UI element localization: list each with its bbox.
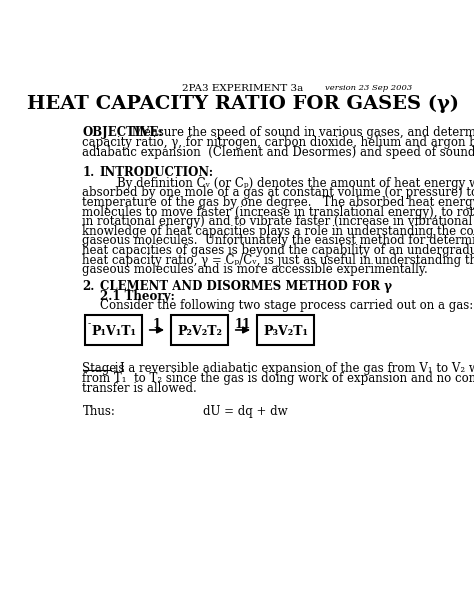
Text: P₁V₁T₁: P₁V₁T₁ (91, 325, 136, 338)
Text: 2PA3 EXPERIMENT 3a: 2PA3 EXPERIMENT 3a (182, 85, 303, 93)
Text: OBJECTIVE:: OBJECTIVE: (82, 126, 164, 139)
Text: knowledge of heat capacities plays a role in understanding the complexity of: knowledge of heat capacities plays a rol… (82, 225, 474, 238)
Text: INTRODUCTION:: INTRODUCTION: (100, 166, 214, 179)
Text: Consider the following two stage process carried out on a gas:: Consider the following two stage process… (100, 299, 473, 312)
Text: is a reversible adiabatic expansion of the gas from V₁ to V₂ with cooling: is a reversible adiabatic expansion of t… (111, 362, 474, 375)
Text: capacity ratio, γ, for nitrogen, carbon dioxide, helium and argon by both the: capacity ratio, γ, for nitrogen, carbon … (82, 136, 474, 149)
Text: Measure the speed of sound in various gases, and determine the heat: Measure the speed of sound in various ga… (128, 126, 474, 139)
FancyBboxPatch shape (257, 314, 314, 345)
Text: molecules to move faster (increase in translational energy), to rotate faster (i: molecules to move faster (increase in tr… (82, 205, 474, 219)
Text: absorbed by one mole of a gas at constant volume (or pressure) to raise the: absorbed by one mole of a gas at constan… (82, 186, 474, 199)
Text: version 23 Sep 2003: version 23 Sep 2003 (325, 85, 412, 93)
FancyBboxPatch shape (85, 314, 142, 345)
Text: from T₁  to T₂ since the gas is doing work of expansion and no compensating heat: from T₁ to T₂ since the gas is doing wor… (82, 372, 474, 386)
Text: adiabatic expansion  (Clement and Desormes) and speed of sound methods.: adiabatic expansion (Clement and Desorme… (82, 146, 474, 159)
Text: By definition Cᵥ (or Cₚ) denotes the amount of heat energy which must be: By definition Cᵥ (or Cₚ) denotes the amo… (118, 177, 474, 190)
Text: 11: 11 (235, 318, 251, 332)
Text: -: - (88, 319, 91, 328)
Text: HEAT CAPACITY RATIO FOR GASES (γ): HEAT CAPACITY RATIO FOR GASES (γ) (27, 95, 459, 113)
Text: gaseous molecules.  Unfortunately the easiest method for determining the individ: gaseous molecules. Unfortunately the eas… (82, 235, 474, 248)
Text: temperature of the gas by one degree.   The absorbed heat energy causes the: temperature of the gas by one degree. Th… (82, 196, 474, 209)
Text: Thus:: Thus: (82, 405, 115, 417)
Text: transfer is allowed.: transfer is allowed. (82, 383, 197, 395)
Text: 2.1 Theory:: 2.1 Theory: (100, 290, 174, 303)
Text: 2.: 2. (82, 280, 95, 293)
Text: heat capacities of gases is beyond the capability of an undergraduate laboratory: heat capacities of gases is beyond the c… (82, 244, 474, 257)
Text: P₂V₂T₂: P₂V₂T₂ (177, 325, 222, 338)
Text: 1: 1 (153, 318, 161, 332)
Text: CLEMENT AND DISORMES METHOD FOR γ: CLEMENT AND DISORMES METHOD FOR γ (100, 280, 392, 293)
Text: dU = dq + dw: dU = dq + dw (202, 405, 287, 417)
FancyBboxPatch shape (171, 314, 228, 345)
Text: Stage I: Stage I (82, 362, 125, 375)
Text: gaseous molecules and is more accessible experimentally.: gaseous molecules and is more accessible… (82, 264, 428, 276)
Text: P₃V₂T₁: P₃V₂T₁ (263, 325, 308, 338)
Text: 1.: 1. (82, 166, 95, 179)
Text: heat capacity ratio, γ = Cₚ/Cᵥ, is just as useful in understanding the structure: heat capacity ratio, γ = Cₚ/Cᵥ, is just … (82, 254, 474, 267)
Text: in rotational energy) and to vibrate faster (increase in vibrational energy).  T: in rotational energy) and to vibrate fas… (82, 215, 474, 228)
